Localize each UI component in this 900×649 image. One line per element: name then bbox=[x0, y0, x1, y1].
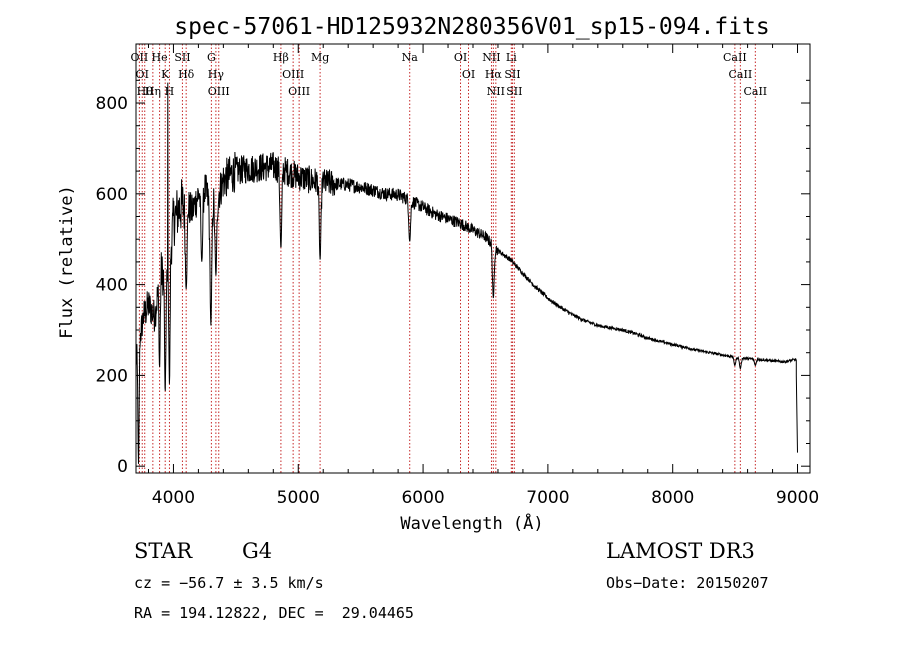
line-label: NII bbox=[482, 51, 500, 64]
line-label: He bbox=[152, 51, 168, 64]
line-label: Hγ bbox=[208, 68, 225, 81]
x-tick-label: 7000 bbox=[526, 488, 569, 508]
axis-ticks: 4000 5000 6000 7000 8000 9000 0 200 400 600 800 bbox=[96, 44, 819, 508]
line-label: OI bbox=[454, 51, 467, 64]
line-label: OIII bbox=[282, 68, 304, 81]
line-label: CaII bbox=[729, 68, 753, 81]
plot-frame bbox=[135, 43, 811, 474]
coordinates-readout: RA = 194.12822, DEC = 29.04465 bbox=[134, 604, 414, 622]
line-label: CaII bbox=[743, 85, 767, 98]
y-tick-label: 800 bbox=[96, 94, 128, 114]
y-tick-label: 400 bbox=[96, 276, 128, 296]
line-label: Hη bbox=[145, 85, 161, 98]
object-class: STAR bbox=[134, 539, 193, 563]
x-tick-label: 4000 bbox=[152, 488, 195, 508]
line-label: H bbox=[165, 85, 175, 98]
line-label: SII bbox=[174, 51, 190, 64]
line-label: CaII bbox=[723, 51, 747, 64]
x-tick-label: 5000 bbox=[277, 488, 320, 508]
line-label: Na bbox=[402, 51, 419, 64]
line-label: Hθ bbox=[137, 85, 154, 98]
line-label: OI bbox=[136, 68, 149, 81]
chart-title: spec-57061-HD125932N280356V01_sp15-094.f… bbox=[174, 14, 769, 40]
y-tick-label: 200 bbox=[96, 366, 128, 386]
line-label: OI bbox=[462, 68, 475, 81]
x-tick-label: 8000 bbox=[651, 488, 694, 508]
spectrum-line bbox=[135, 82, 798, 464]
redshift-readout: cz = −56.7 ± 3.5 km/s bbox=[134, 574, 324, 592]
line-label: OII bbox=[131, 51, 149, 64]
y-tick-label: 0 bbox=[117, 457, 128, 477]
x-tick-label: 9000 bbox=[776, 488, 819, 508]
line-label: Li bbox=[506, 51, 517, 64]
line-label: NII bbox=[487, 85, 505, 98]
line-label: Hβ bbox=[273, 51, 289, 64]
line-label: OIII bbox=[208, 85, 230, 98]
line-label: Mg bbox=[311, 51, 329, 64]
object-subclass: G4 bbox=[242, 539, 273, 563]
observation-date: Obs−Date: 20150207 bbox=[606, 574, 769, 592]
line-label: OIII bbox=[288, 85, 310, 98]
line-label: SII bbox=[506, 85, 522, 98]
line-label: Hα bbox=[485, 68, 503, 81]
y-tick-label: 600 bbox=[96, 185, 128, 205]
x-axis-label: Wavelength (Å) bbox=[400, 512, 543, 534]
line-label: K bbox=[161, 68, 170, 81]
line-label: G bbox=[207, 51, 216, 64]
line-label: Hδ bbox=[178, 68, 195, 81]
line-label: SII bbox=[504, 68, 520, 81]
y-axis-label: Flux (relative) bbox=[57, 185, 77, 339]
x-tick-label: 6000 bbox=[401, 488, 444, 508]
survey-name: LAMOST DR3 bbox=[606, 539, 755, 563]
spectral-line-markers bbox=[138, 44, 756, 473]
